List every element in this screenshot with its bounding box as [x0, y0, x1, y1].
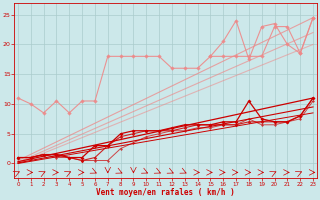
X-axis label: Vent moyen/en rafales ( km/h ): Vent moyen/en rafales ( km/h ): [96, 188, 235, 197]
